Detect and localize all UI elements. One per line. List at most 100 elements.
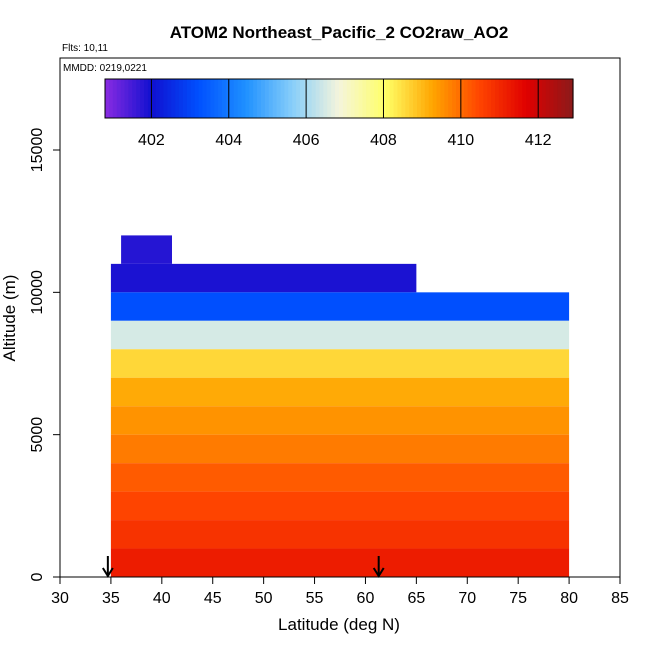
colorbar-cell-41 [264, 79, 270, 118]
colorbar-cell-49 [296, 79, 301, 118]
colorbar-cell-94 [471, 79, 477, 118]
colorbar-cell-3 [116, 79, 122, 118]
colorbar-cell-30 [222, 79, 227, 118]
y-axis-label: Altitude (m) [0, 275, 19, 362]
colorbar-cell-76 [401, 79, 406, 118]
colorbar-cell-48 [292, 79, 297, 118]
colorbar-cell-81 [420, 79, 426, 118]
colorbar-cell-21 [186, 79, 192, 118]
colorbar-cell-58 [331, 79, 336, 118]
colorbar-cell-12 [151, 79, 157, 118]
colorbar-cell-38 [253, 79, 258, 118]
colorbar-cell-90 [456, 79, 461, 118]
heatmap-band-7 [110, 434, 570, 464]
y-tick-label-3: 15000 [29, 128, 46, 173]
heatmap-band-9 [110, 491, 570, 521]
colorbar-cell-99 [491, 79, 496, 118]
colorbar-cell-95 [475, 79, 480, 118]
colorbar-cell-55 [319, 79, 324, 118]
heatmap-band-6 [110, 406, 570, 435]
colorbar-cell-84 [432, 79, 438, 118]
y-tick-label-2: 10000 [29, 270, 46, 315]
colorbar-cell-8 [136, 79, 141, 118]
colorbar-cell-62 [346, 79, 352, 118]
colorbar-cell-10 [144, 79, 149, 118]
colorbar-cell-23 [194, 79, 200, 118]
colorbar-cell-13 [155, 79, 161, 118]
colorbar-cell-19 [179, 79, 184, 118]
colorbar-cell-77 [405, 79, 410, 118]
colorbar-cell-52 [307, 79, 313, 118]
colorbar-cell-35 [241, 79, 246, 118]
colorbar-cell-14 [159, 79, 165, 118]
x-axis-label: Latitude (deg N) [278, 615, 400, 634]
heatmap-band-1 [110, 263, 417, 293]
colorbar-cell-101 [498, 79, 504, 118]
colorbar-cell-66 [362, 79, 367, 118]
colorbar-cell-78 [409, 79, 414, 118]
heatmap-band-10 [110, 520, 570, 549]
colorbar-cell-79 [413, 79, 418, 118]
colorbar-tick-label-4: 410 [447, 132, 474, 149]
colorbar-cell-31 [225, 79, 231, 118]
colorbar-cell-53 [311, 79, 317, 118]
colorbar-cell-39 [257, 79, 262, 118]
colorbar-tick-label-2: 406 [293, 132, 320, 149]
colorbar-cell-70 [378, 79, 383, 118]
x-tick-label-6: 60 [357, 590, 375, 607]
x-tick-label-10: 80 [560, 590, 578, 607]
colorbar-cell-44 [276, 79, 282, 118]
heatmap-band-3 [110, 320, 570, 350]
flights-annotation: Flts: 10,11 [62, 43, 108, 54]
heatmap-band-11 [110, 548, 570, 577]
colorbar-cell-100 [495, 79, 500, 118]
colorbar: 402 404 406 408 410 412 [104, 78, 574, 149]
colorbar-cell-91 [459, 79, 465, 118]
y-axis: 0 5000 10000 15000 [29, 128, 60, 581]
y-tick-label-0: 0 [29, 572, 46, 581]
x-tick-label-3: 45 [204, 590, 222, 607]
colorbar-cell-102 [502, 79, 508, 118]
heatmap-band-0 [121, 235, 172, 264]
colorbar-cell-61 [342, 79, 348, 118]
colorbar-cell-5 [124, 79, 129, 118]
colorbar-cell-29 [218, 79, 223, 118]
colorbar-cell-36 [245, 79, 250, 118]
colorbar-cell-69 [374, 79, 379, 118]
colorbar-cell-25 [202, 79, 207, 118]
colorbar-cell-0 [105, 79, 110, 118]
colorbar-cell-9 [140, 79, 145, 118]
colorbar-cell-63 [350, 79, 356, 118]
colorbar-cell-80 [417, 79, 422, 118]
colorbar-cell-108 [526, 79, 531, 118]
colorbar-cell-15 [163, 79, 168, 118]
colorbar-cell-87 [444, 79, 449, 118]
colorbar-cell-96 [479, 79, 484, 118]
colorbar-cell-104 [510, 79, 516, 118]
colorbar-cell-115 [553, 79, 558, 118]
heatmap-band-4 [110, 349, 570, 378]
colorbar-cell-32 [229, 79, 235, 118]
colorbar-frame [104, 78, 574, 119]
colorbar-cell-89 [452, 79, 457, 118]
colorbar-cell-97 [483, 79, 488, 118]
colorbar-cell-34 [237, 79, 243, 118]
x-axis: 30 35 40 45 50 55 60 65 70 75 80 85 [51, 577, 629, 607]
colorbar-tick-label-3: 408 [370, 132, 397, 149]
colorbar-tick-label-1: 404 [215, 132, 242, 149]
colorbar-cell-114 [549, 79, 555, 118]
colorbar-cell-28 [214, 79, 219, 118]
colorbar-cell-17 [171, 79, 176, 118]
colorbar-cell-112 [541, 79, 547, 118]
colorbar-cell-111 [537, 79, 543, 118]
x-tick-label-1: 35 [102, 590, 120, 607]
colorbar-cell-20 [183, 79, 188, 118]
colorbar-cell-47 [288, 79, 293, 118]
colorbar-cell-11 [147, 79, 153, 118]
colorbar-cell-2 [112, 79, 118, 118]
colorbar-cell-27 [210, 79, 215, 118]
colorbar-cell-92 [463, 79, 469, 118]
colorbar-cell-109 [530, 79, 535, 118]
plot-frame [59, 57, 621, 578]
colorbar-cell-72 [385, 79, 391, 118]
